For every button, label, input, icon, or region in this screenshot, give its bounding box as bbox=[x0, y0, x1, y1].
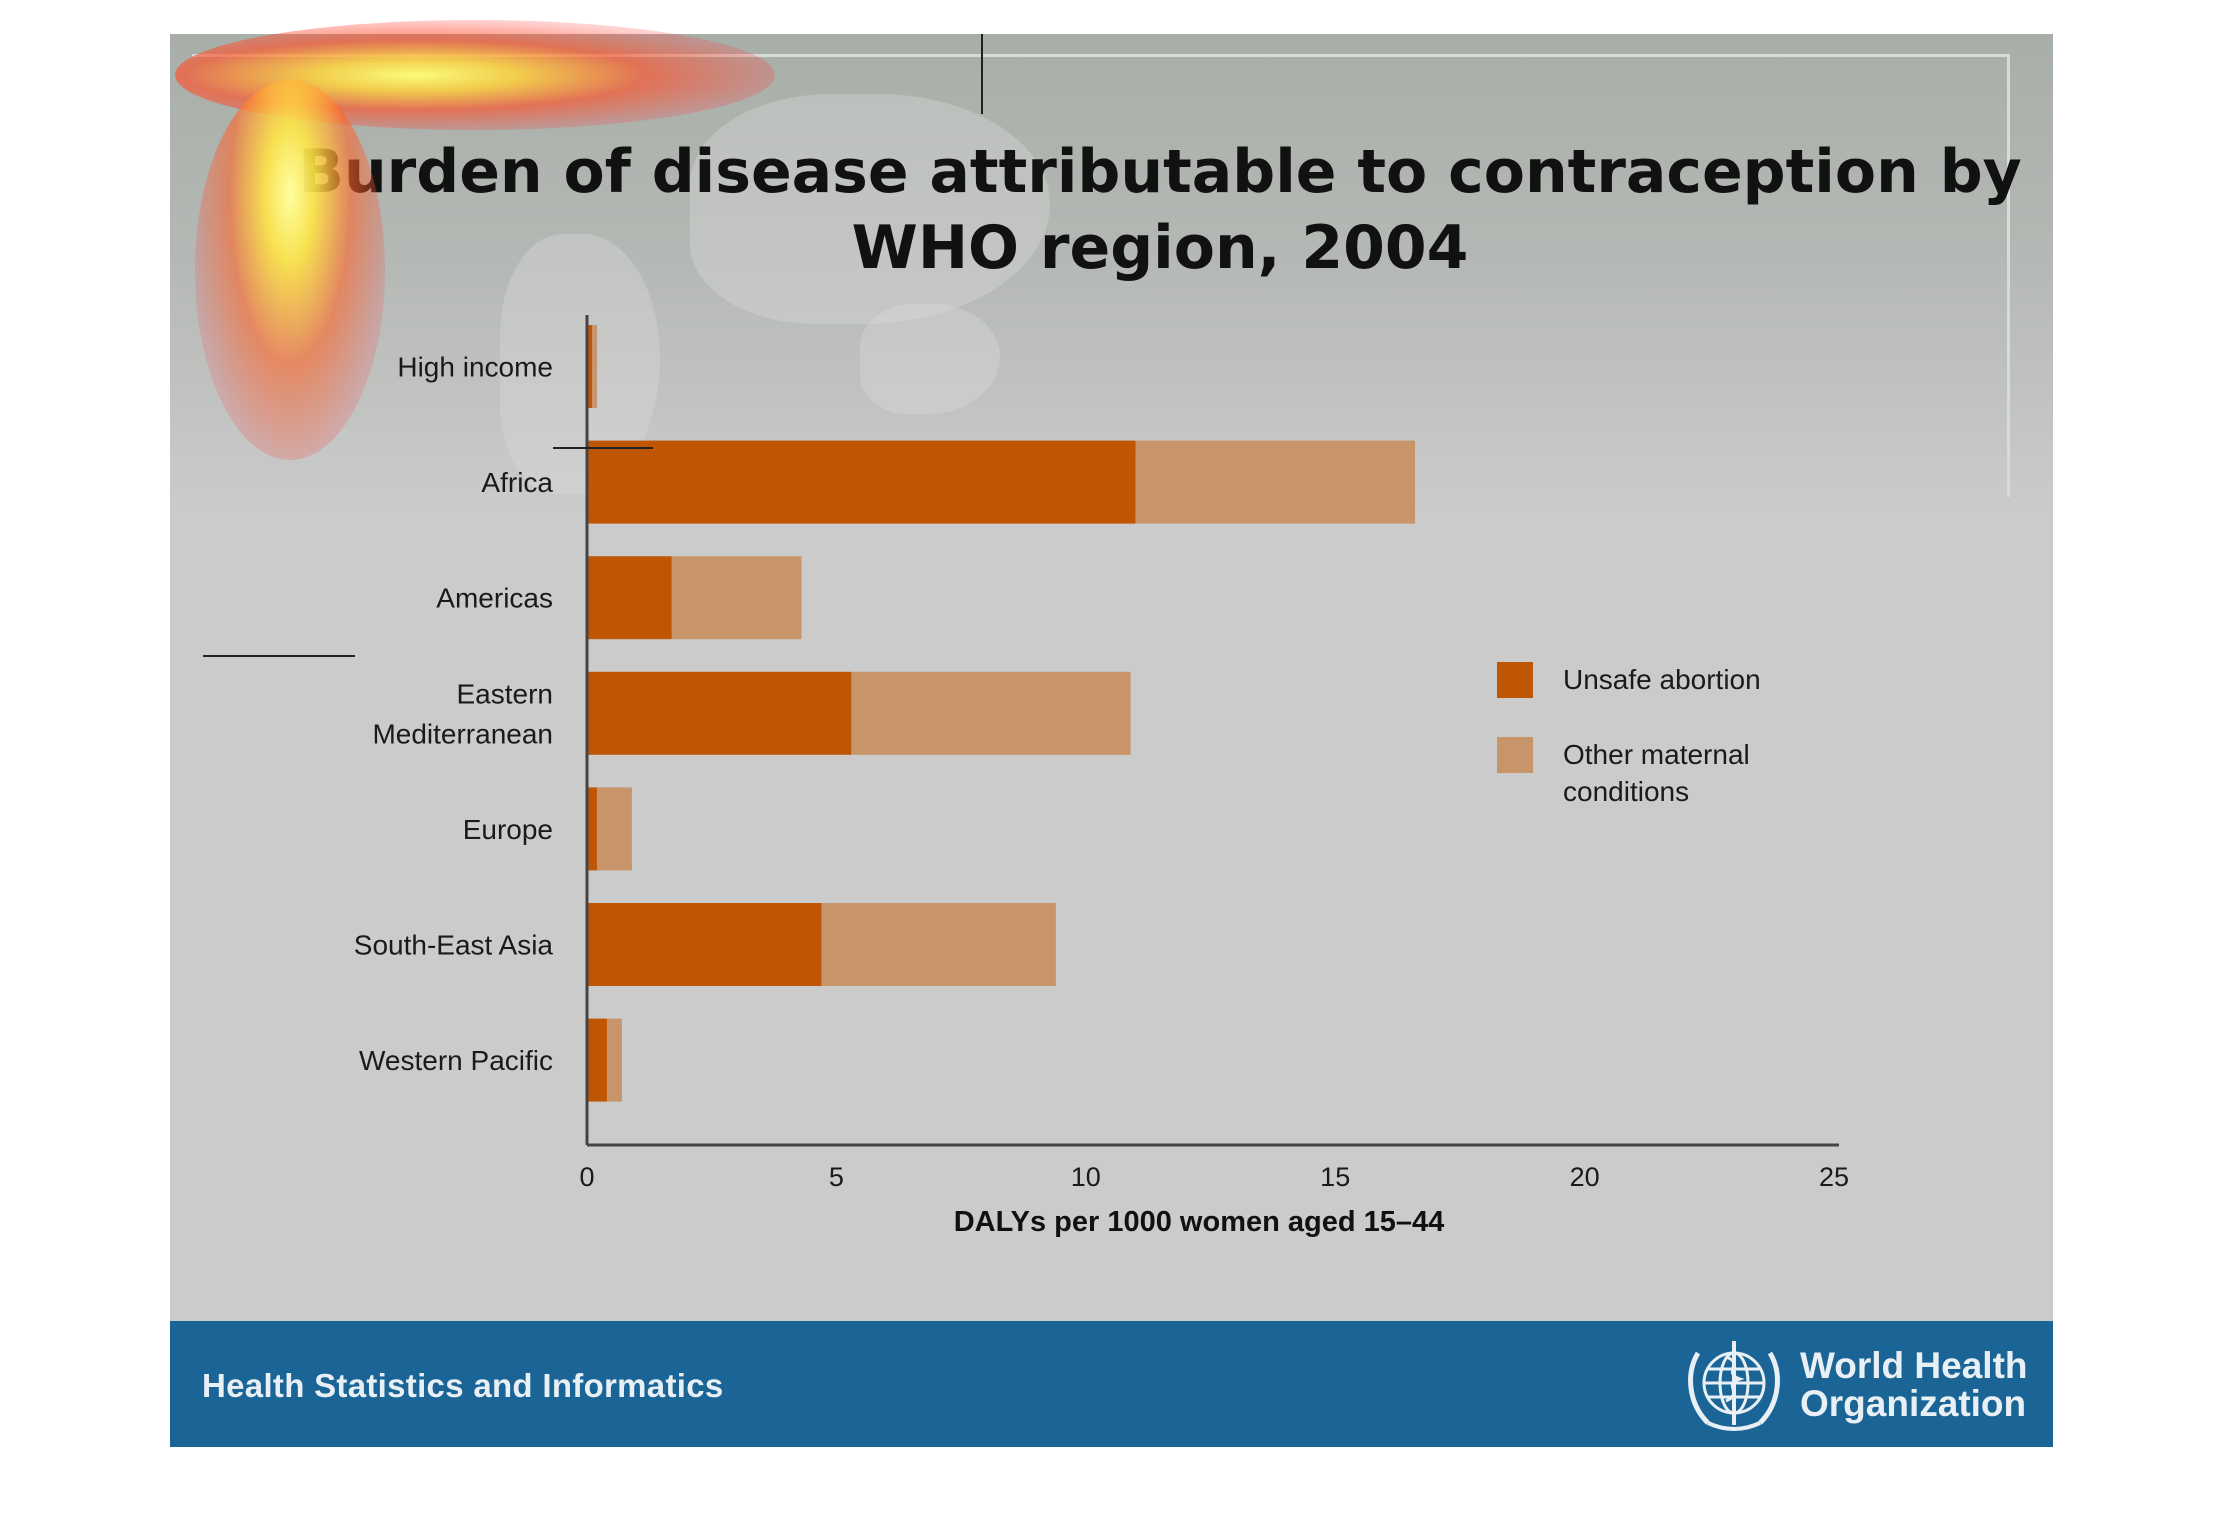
chart-axes bbox=[585, 315, 1839, 1147]
who-wordmark: World Health Organization bbox=[1800, 1347, 2028, 1423]
footer-text: Health Statistics and Informatics bbox=[202, 1367, 724, 1404]
category-label: Americas bbox=[436, 583, 553, 614]
bar-africa-series-0 bbox=[587, 440, 1136, 524]
category-label: High income bbox=[397, 352, 553, 383]
category-label: Europe bbox=[463, 814, 553, 845]
who-emblem-icon bbox=[1688, 1341, 1780, 1431]
bar-high-income-series-1 bbox=[591, 325, 597, 408]
x-tick-label: 25 bbox=[1819, 1162, 1849, 1192]
bar-americas-series-0 bbox=[587, 556, 672, 640]
category-label-line: South-East Asia bbox=[354, 930, 554, 961]
slide-title-line-2: WHO region, 2004 bbox=[851, 213, 1469, 283]
category-label-line: Americas bbox=[436, 583, 553, 614]
category-label-line: Eastern bbox=[457, 678, 554, 709]
category-label: Eastern Mediterranean bbox=[372, 678, 553, 749]
slide-title: Burden of disease attributable to contra… bbox=[170, 134, 2053, 286]
legend-label-line: Other maternal bbox=[1563, 739, 1750, 770]
stray-line-horizontal-2 bbox=[203, 655, 355, 657]
slide-background: Burden of disease attributable to contra… bbox=[170, 34, 2053, 1447]
category-label-line: Mediterranean bbox=[372, 718, 553, 749]
footer-bar: Health Statistics and Informatics World … bbox=[170, 1321, 2053, 1447]
slide-title-line-1: Burden of disease attributable to contra… bbox=[298, 137, 2022, 207]
category-label-line: Africa bbox=[481, 467, 553, 498]
who-wordmark-line-1: World Health bbox=[1800, 1345, 2028, 1386]
legend-label-line: Unsafe abortion bbox=[1563, 664, 1761, 695]
bar-south-east-asia-series-0 bbox=[587, 903, 822, 986]
chart-bars bbox=[587, 325, 1416, 1102]
legend-label: Other maternal conditions bbox=[1563, 739, 1750, 807]
chart-legend: Unsafe abortion Other maternal conditions bbox=[1497, 662, 1761, 807]
bar-americas-series-1 bbox=[671, 556, 802, 640]
legend-label-line: conditions bbox=[1563, 776, 1689, 807]
world-map-asia-shape bbox=[690, 94, 1050, 324]
x-tick-label: 0 bbox=[579, 1162, 594, 1192]
x-axis-label: DALYs per 1000 women aged 15–44 bbox=[954, 1206, 1445, 1238]
who-wordmark-line-2: Organization bbox=[1800, 1383, 2027, 1424]
x-tick-labels: 0 5 10 15 20 25 bbox=[579, 1162, 1849, 1192]
category-label: Western Pacific bbox=[359, 1045, 553, 1076]
category-label: Africa bbox=[481, 467, 553, 498]
category-label-line: Western Pacific bbox=[359, 1045, 553, 1076]
bar-eastern-mediterranean-series-0 bbox=[587, 671, 852, 755]
x-tick-label: 5 bbox=[829, 1162, 844, 1192]
x-tick-label: 10 bbox=[1071, 1162, 1101, 1192]
bar-western-pacific-series-0 bbox=[587, 1018, 607, 1102]
bar-europe-series-0 bbox=[587, 787, 597, 871]
legend-swatch bbox=[1497, 662, 1533, 698]
category-label-line: High income bbox=[397, 352, 553, 383]
bar-eastern-mediterranean-series-1 bbox=[851, 671, 1131, 755]
category-labels: High income Africa Americas Eastern Mediterr… bbox=[354, 352, 554, 1077]
bar-western-pacific-series-1 bbox=[606, 1018, 622, 1102]
bar-africa-series-1 bbox=[1135, 440, 1416, 524]
category-label: South-East Asia bbox=[354, 930, 554, 961]
stray-line-horizontal-1 bbox=[553, 447, 653, 449]
legend-swatch bbox=[1497, 737, 1533, 773]
bar-europe-series-1 bbox=[596, 787, 632, 871]
bar-south-east-asia-series-1 bbox=[821, 903, 1056, 986]
bar-high-income-series-0 bbox=[587, 325, 592, 408]
x-tick-label: 15 bbox=[1320, 1162, 1350, 1192]
world-map-australia-shape bbox=[860, 304, 1000, 414]
legend-label: Unsafe abortion bbox=[1563, 664, 1761, 695]
stray-line-vertical bbox=[981, 34, 983, 114]
x-tick-label: 20 bbox=[1570, 1162, 1600, 1192]
category-label-line: Europe bbox=[463, 814, 553, 845]
